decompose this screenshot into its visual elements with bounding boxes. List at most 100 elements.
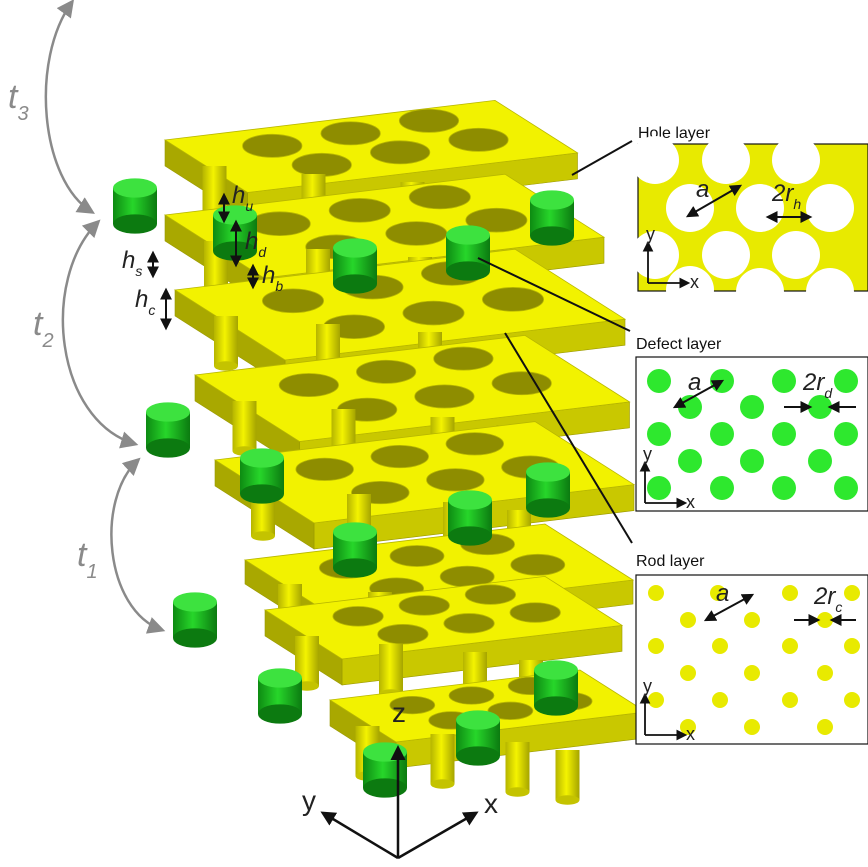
hole-layer-panel: a 2rh y x <box>631 136 868 316</box>
slab-hole <box>291 152 352 177</box>
rod-dot <box>744 612 760 628</box>
defect-dot <box>647 422 671 446</box>
defect-dot <box>678 449 702 473</box>
slab-hole <box>433 346 494 371</box>
t3-arrow <box>44 0 95 214</box>
hc-label: hc <box>135 286 155 318</box>
defect-axis-x-label: x <box>686 492 695 512</box>
slab-hole <box>465 207 528 233</box>
defect-top <box>113 178 157 198</box>
rod-body <box>555 750 580 800</box>
defect-r-label: 2rd <box>802 369 833 401</box>
defect-top <box>240 448 284 468</box>
defect-cylinder <box>526 462 570 518</box>
slab-hole <box>332 606 384 627</box>
slab-hole <box>398 108 460 133</box>
defect-dot <box>740 449 764 473</box>
rod <box>295 636 319 691</box>
defect-top <box>526 462 570 482</box>
slab-hole <box>389 545 445 567</box>
slab-hole <box>261 288 324 314</box>
t2-label: t2 <box>33 305 54 352</box>
defect-dot <box>740 395 764 419</box>
rod-dot <box>648 585 664 601</box>
hd-label: hd <box>245 228 267 260</box>
defect-bottom <box>456 746 500 766</box>
axes-3d <box>320 745 479 860</box>
defect-pattern <box>647 369 858 500</box>
period-labels: t3 t2 t1 <box>8 78 98 583</box>
defect-dot <box>834 422 858 446</box>
hole-circle <box>631 231 679 279</box>
defect-bottom <box>240 484 284 504</box>
hole-circle <box>736 268 784 316</box>
hole-axis-y-label: y <box>646 224 655 244</box>
defect-cylinder <box>448 490 492 546</box>
slab-hole <box>320 121 381 146</box>
rod-body <box>430 734 455 784</box>
rod-dot <box>680 665 696 681</box>
defect-top <box>534 660 578 680</box>
pointer-rod <box>504 332 633 544</box>
rod-dot <box>782 692 798 708</box>
rod <box>430 734 455 789</box>
hole-circle <box>702 231 750 279</box>
defect-cylinder <box>456 710 500 766</box>
slab-hole <box>491 371 552 396</box>
defect-dot <box>647 476 671 500</box>
defect-dot <box>772 422 796 446</box>
hole-a-label: a <box>696 176 709 203</box>
slab-hole <box>443 613 495 634</box>
defect-cylinder <box>146 402 190 458</box>
defect-dot <box>647 369 671 393</box>
woodpile-structure <box>113 99 648 805</box>
defect-top <box>333 522 377 542</box>
rod-body <box>232 401 257 451</box>
rod-r-label: 2rc <box>813 583 842 615</box>
rod-axis-x-label: x <box>686 724 695 744</box>
defect-bottom <box>446 261 490 281</box>
rod-dot <box>782 585 798 601</box>
slab-hole <box>448 127 509 152</box>
rod-dot <box>648 692 664 708</box>
rod-panel-title: Rod layer <box>636 553 705 570</box>
slab-hole <box>389 695 436 715</box>
slab-hole <box>370 140 431 165</box>
defect-a-arrow <box>672 379 725 409</box>
pointer-defect <box>477 257 631 332</box>
hole-circle <box>702 136 750 184</box>
defect-dot <box>772 476 796 500</box>
defect-axis-y-label: y <box>643 444 652 464</box>
slab-hole <box>445 432 504 456</box>
slab-hole <box>487 701 534 720</box>
slab-top-face <box>193 334 631 442</box>
rod-dot <box>648 638 664 654</box>
rod-a-arrow <box>703 593 755 622</box>
rod-end <box>251 531 275 541</box>
rod-dot <box>844 692 860 708</box>
defect-top <box>448 490 492 510</box>
defect-bottom <box>333 558 377 578</box>
slab-hole <box>328 198 391 223</box>
defect-top <box>446 225 490 245</box>
rod-body <box>214 316 238 366</box>
defect-dot <box>808 449 832 473</box>
defect-cylinder <box>173 592 217 648</box>
rod-body <box>379 644 403 694</box>
defect-bottom <box>173 628 217 648</box>
slab-hole <box>385 221 448 246</box>
x-axis <box>397 811 479 860</box>
defect-bottom <box>530 226 574 246</box>
slab-hole <box>408 184 471 210</box>
slab-hole <box>370 444 429 469</box>
t1-label: t1 <box>77 536 98 583</box>
defect-cylinder <box>333 238 377 294</box>
defect-layer-panel: a 2rd y x <box>635 356 868 512</box>
pointer-hole <box>571 140 633 176</box>
rod-a-label: a <box>716 580 729 607</box>
rod-dot <box>782 638 798 654</box>
rod-pattern <box>648 585 860 735</box>
slab-hole <box>448 686 495 705</box>
rod-dot <box>744 665 760 681</box>
